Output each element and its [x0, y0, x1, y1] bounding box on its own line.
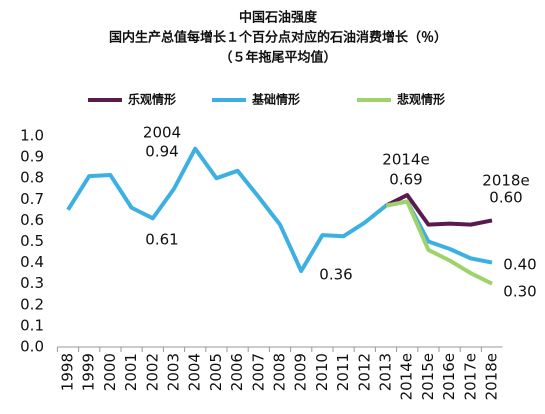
y-tick-label: 0.3	[20, 274, 44, 292]
series-line	[385, 199, 493, 286]
y-tick-label: 0.0	[20, 338, 44, 356]
annotation: 0.61	[145, 231, 178, 249]
legend-label: 基础情形	[251, 92, 300, 107]
x-tick-label: 2010	[313, 353, 331, 391]
annotation: 0.36	[319, 266, 352, 284]
y-tick-label: 1.0	[20, 127, 44, 145]
y-tick-label: 0.2	[20, 295, 44, 313]
x-tick-label: 2013	[377, 353, 395, 391]
x-tick-label: 2007	[249, 353, 267, 391]
x-tick-label: 2008	[271, 353, 289, 391]
x-tick-label: 2014e	[398, 353, 416, 400]
x-tick-label: 2009	[292, 353, 310, 391]
x-tick-label: 2004	[186, 353, 204, 391]
x-tick-label: 2018e	[483, 353, 501, 400]
annotation: 0.30	[503, 283, 536, 301]
x-tick-label: 2003	[165, 353, 183, 391]
x-tick-label: 2012	[355, 353, 373, 391]
x-tick-label: 2005	[207, 353, 225, 391]
series-line	[385, 193, 493, 227]
annotation: 2004	[143, 124, 181, 142]
y-tick-label: 0.7	[20, 190, 44, 208]
x-tick-label: 2002	[143, 353, 161, 391]
annotation: 0.40	[503, 256, 536, 274]
chart-subtitle: 国内生产总值每增长１个百分点对应的石油消费增长（％）	[109, 30, 447, 46]
x-tick-label: 2000	[101, 353, 119, 391]
legend-label: 乐观情形	[128, 92, 176, 107]
x-tick-label: 2011	[334, 353, 352, 391]
annotation: 0.94	[145, 143, 178, 161]
annotation: 0.69	[389, 171, 422, 189]
x-tick-label: 2017e	[461, 353, 479, 400]
chart-title: 中国石油强度	[239, 10, 318, 26]
y-tick-label: 0.4	[20, 253, 44, 271]
annotation: 0.60	[489, 189, 522, 207]
y-tick-label: 0.1	[20, 316, 44, 334]
x-tick-label: 2006	[228, 353, 246, 391]
x-tick-label: 1998	[59, 353, 77, 391]
annotation: 2018e	[482, 172, 529, 190]
y-tick-label: 0.5	[20, 232, 44, 250]
x-tick-label: 2016e	[440, 353, 458, 400]
series-line	[66, 146, 493, 274]
annotation: 2014e	[382, 151, 429, 169]
chart-subtitle: （５年拖尾平均值）	[219, 50, 336, 66]
legend-label: 悲观情形	[397, 92, 445, 107]
y-tick-label: 0.8	[20, 169, 44, 187]
y-tick-label: 0.9	[20, 148, 44, 166]
x-tick-label: 2015e	[419, 353, 437, 400]
x-tick-label: 1999	[80, 353, 98, 391]
x-tick-label: 2001	[122, 353, 140, 391]
y-tick-label: 0.6	[20, 211, 44, 229]
